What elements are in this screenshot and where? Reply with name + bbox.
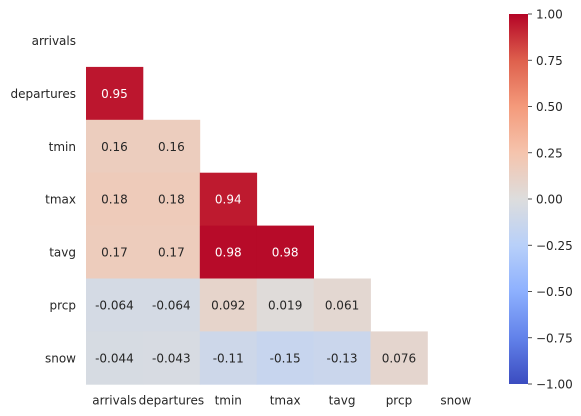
heatmap-cell-snow-tmax bbox=[256, 331, 314, 385]
colorbar-tick-label: −1.00 bbox=[536, 378, 573, 392]
colorbar-tick-label: 1.00 bbox=[536, 8, 563, 22]
y-tick-label-departures: departures bbox=[10, 87, 76, 101]
colorbar-tick-label: −0.50 bbox=[536, 285, 573, 299]
x-tick-label-tmax: tmax bbox=[270, 393, 301, 407]
cell-annotation-tavg-tmax: 0.98 bbox=[272, 246, 299, 260]
x-axis-tick-labels: arrivals departures tmin tmax tavg prcp snow bbox=[92, 393, 471, 407]
cell-annotation-tavg-arrivals: 0.17 bbox=[101, 246, 128, 260]
colorbar-tick-label: −0.75 bbox=[536, 331, 573, 345]
colorbar-tick-label: 0.50 bbox=[536, 100, 563, 114]
cell-annotation-tmin-arrivals: 0.16 bbox=[101, 140, 128, 154]
y-tick-label-tmax: tmax bbox=[45, 193, 76, 207]
heatmap-cell-tmax-departures bbox=[142, 172, 201, 226]
heatmap-cell-prcp-tmax bbox=[256, 278, 314, 332]
colorbar-ticks: 1.00 0.75 0.50 0.25 0.00 −0.25 −0.50 −0.75 −1.00 bbox=[528, 8, 573, 392]
y-tick-label-arrivals: arrivals bbox=[32, 34, 76, 48]
heatmap-annotations: 0.95 0.16 0.16 0.18 0.18 0.94 0.17 0.17 0.98 0.98… bbox=[95, 87, 416, 366]
cell-annotation-snow-prcp: 0.076 bbox=[382, 351, 416, 365]
colorbar-tick-label: 0.75 bbox=[536, 54, 563, 68]
heatmap-cell-tavg-departures bbox=[142, 225, 201, 279]
cell-annotation-snow-tmax: -0.15 bbox=[270, 351, 301, 365]
heatmap-cell-snow-arrivals bbox=[86, 331, 144, 385]
heatmap-cell-tmax-tmin bbox=[199, 172, 258, 226]
cell-annotation-snow-tmin: -0.11 bbox=[213, 351, 244, 365]
heatmap-cell-prcp-arrivals bbox=[86, 278, 144, 332]
cell-annotation-snow-departures: -0.043 bbox=[152, 351, 191, 365]
x-tick-label-snow: snow bbox=[440, 393, 471, 407]
x-tick-label-tmin: tmin bbox=[215, 393, 242, 407]
heatmap-cell-tavg-arrivals bbox=[86, 225, 144, 279]
cell-annotation-tavg-tmin: 0.98 bbox=[215, 246, 242, 260]
heatmap-cell-tmax-arrivals bbox=[86, 172, 144, 226]
heatmap-cell-snow-tavg bbox=[313, 331, 371, 385]
heatmap-cell-prcp-tavg bbox=[313, 278, 371, 332]
colorbar-tick-label: −0.25 bbox=[536, 239, 573, 253]
cell-annotation-prcp-tavg: 0.061 bbox=[325, 298, 359, 312]
heatmap-cell-tavg-tmin bbox=[199, 225, 258, 279]
heatmap-cell-tmin-departures bbox=[142, 119, 201, 174]
y-tick-label-tmin: tmin bbox=[49, 140, 76, 154]
heatmap-cell-prcp-tmin bbox=[199, 278, 258, 332]
y-tick-label-prcp: prcp bbox=[49, 298, 76, 312]
x-tick-label-arrivals: arrivals bbox=[92, 393, 136, 407]
x-tick-label-prcp: prcp bbox=[386, 393, 413, 407]
y-axis-tick-labels: arrivals departures tmin tmax tavg prcp snow bbox=[10, 34, 76, 365]
cell-annotation-prcp-arrivals: -0.064 bbox=[95, 298, 134, 312]
cell-annotation-tmax-departures: 0.18 bbox=[158, 193, 185, 207]
heatmap-cell-tavg-tmax bbox=[256, 225, 314, 279]
x-tick-label-departures: departures bbox=[139, 393, 205, 407]
colorbar-tick-label: 0.25 bbox=[536, 146, 563, 160]
heatmap-cell-tmin-arrivals bbox=[86, 119, 144, 174]
cell-annotation-tmax-arrivals: 0.18 bbox=[101, 193, 128, 207]
heatmap-cell-departures-arrivals bbox=[86, 66, 144, 121]
cell-annotation-tmin-departures: 0.16 bbox=[158, 140, 185, 154]
y-tick-label-tavg: tavg bbox=[49, 246, 76, 260]
x-tick-label-tavg: tavg bbox=[329, 393, 356, 407]
heatmap-cell-snow-prcp bbox=[370, 331, 428, 385]
colorbar-tick-label: 0.00 bbox=[536, 193, 563, 207]
cell-annotation-snow-tavg: -0.13 bbox=[327, 351, 358, 365]
cell-annotation-snow-arrivals: -0.044 bbox=[95, 351, 134, 365]
heatmap-cell-prcp-departures bbox=[142, 278, 201, 332]
cell-annotation-prcp-departures: -0.064 bbox=[152, 298, 191, 312]
heatmap-cells bbox=[86, 66, 428, 385]
colorbar: 1.00 0.75 0.50 0.25 0.00 −0.25 −0.50 −0.75 −1.00 bbox=[509, 8, 573, 392]
y-tick-label-snow: snow bbox=[45, 351, 76, 365]
cell-annotation-tmax-tmin: 0.94 bbox=[215, 193, 242, 207]
cell-annotation-tavg-departures: 0.17 bbox=[158, 246, 185, 260]
heatmap-cell-snow-tmin bbox=[199, 331, 258, 385]
cell-annotation-prcp-tmax: 0.019 bbox=[268, 298, 302, 312]
colorbar-scale bbox=[509, 14, 528, 384]
cell-annotation-departures-arrivals: 0.95 bbox=[101, 87, 128, 101]
heatmap-cell-snow-departures bbox=[142, 331, 201, 385]
cell-annotation-prcp-tmin: 0.092 bbox=[211, 298, 245, 312]
